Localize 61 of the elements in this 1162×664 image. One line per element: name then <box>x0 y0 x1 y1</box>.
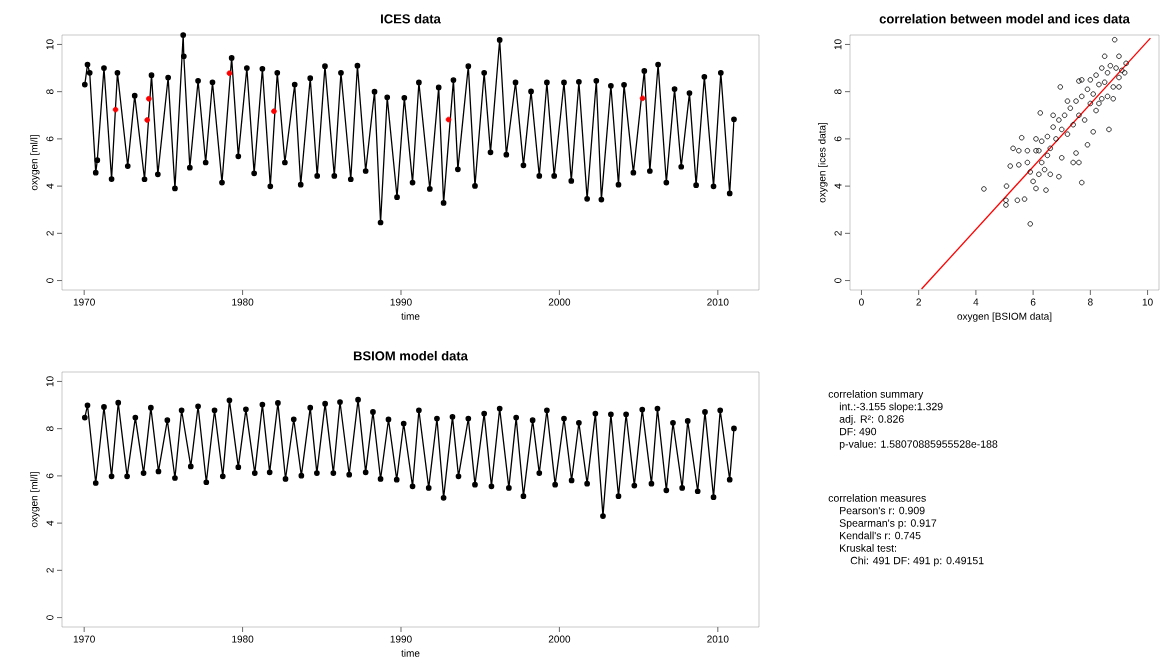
x-tick-label: 0 <box>859 298 864 306</box>
text: adj. R²: 0.826 <box>839 415 904 425</box>
y-tick-label: 6 <box>46 473 54 479</box>
point <box>146 95 152 102</box>
text: Pearson's r: 0.909 <box>840 506 925 515</box>
text: Chi: 491 DF: 491 p: 0.49151 <box>850 556 984 567</box>
point <box>445 116 452 123</box>
chart-title: correlation between model and ices data <box>879 13 1130 24</box>
y-axis-title: oxygen [ices data] <box>818 122 828 203</box>
y-tick-label: 8 <box>46 426 54 432</box>
point <box>271 108 277 115</box>
y-tick-label: 10 <box>46 376 54 387</box>
point <box>226 70 233 77</box>
y-tick-label: 10 <box>834 39 842 50</box>
x-axis-title: time <box>401 312 420 320</box>
text: Kruskal test: <box>840 544 897 552</box>
text: DF: 490 <box>840 427 877 436</box>
text: Spearman's p: 0.917 <box>839 519 937 529</box>
x-tick-label: 2 <box>916 298 921 306</box>
y-tick-label: 4 <box>46 183 54 189</box>
point <box>639 95 646 102</box>
y-axis-title: oxygen [ml/l] <box>30 135 40 191</box>
x-tick-label: 1970 <box>73 635 95 643</box>
y-tick-label: 6 <box>46 136 54 142</box>
y-tick-label: 4 <box>834 183 842 189</box>
y-tick-label: 0 <box>46 278 54 283</box>
y-tick-label: 0 <box>834 278 842 283</box>
x-tick-label: 2000 <box>548 635 571 643</box>
point <box>144 117 151 123</box>
text: p-value: 1.58070885955528e-188 <box>839 440 998 450</box>
x-tick-label: 1970 <box>73 298 95 306</box>
x-tick-label: 8 <box>1088 298 1093 306</box>
x-axis-title: oxygen [BSIOM data] <box>957 312 1052 322</box>
point <box>112 106 119 113</box>
y-tick-label: 4 <box>46 520 54 526</box>
y-tick-label: 8 <box>46 89 54 95</box>
y-tick-label: 2 <box>834 231 842 236</box>
x-axis-title: time <box>401 649 420 657</box>
y-tick-label: 2 <box>46 568 54 573</box>
x-tick-label: 6 <box>1030 298 1036 306</box>
y-tick-label: 10 <box>46 39 54 50</box>
y-tick-label: 2 <box>46 231 54 236</box>
x-tick-label: 1980 <box>232 635 254 643</box>
y-tick-label: 0 <box>46 615 54 620</box>
x-tick-label: 2000 <box>548 298 571 306</box>
text: int.:-3.155 slope:1.329 <box>839 402 943 413</box>
y-tick-label: 8 <box>834 89 842 95</box>
x-tick-label: 1990 <box>390 298 412 306</box>
x-tick-label: 4 <box>973 298 979 306</box>
y-tick-label: 6 <box>834 136 842 142</box>
chart-title: ICES data <box>381 13 441 24</box>
x-tick-label: 2010 <box>707 635 729 643</box>
x-tick-label: 2010 <box>707 298 729 306</box>
text: correlation measures <box>828 494 926 502</box>
text: Kendall's r: 0.745 <box>840 531 921 540</box>
y-axis-title: oxygen [ml/l] <box>30 472 40 528</box>
x-tick-label: 1990 <box>390 635 412 643</box>
text: correlation summary <box>828 390 924 400</box>
chart-title: BSIOM model data <box>353 350 468 361</box>
x-tick-label: 1980 <box>232 298 254 306</box>
x-tick-label: 10 <box>1142 298 1153 306</box>
